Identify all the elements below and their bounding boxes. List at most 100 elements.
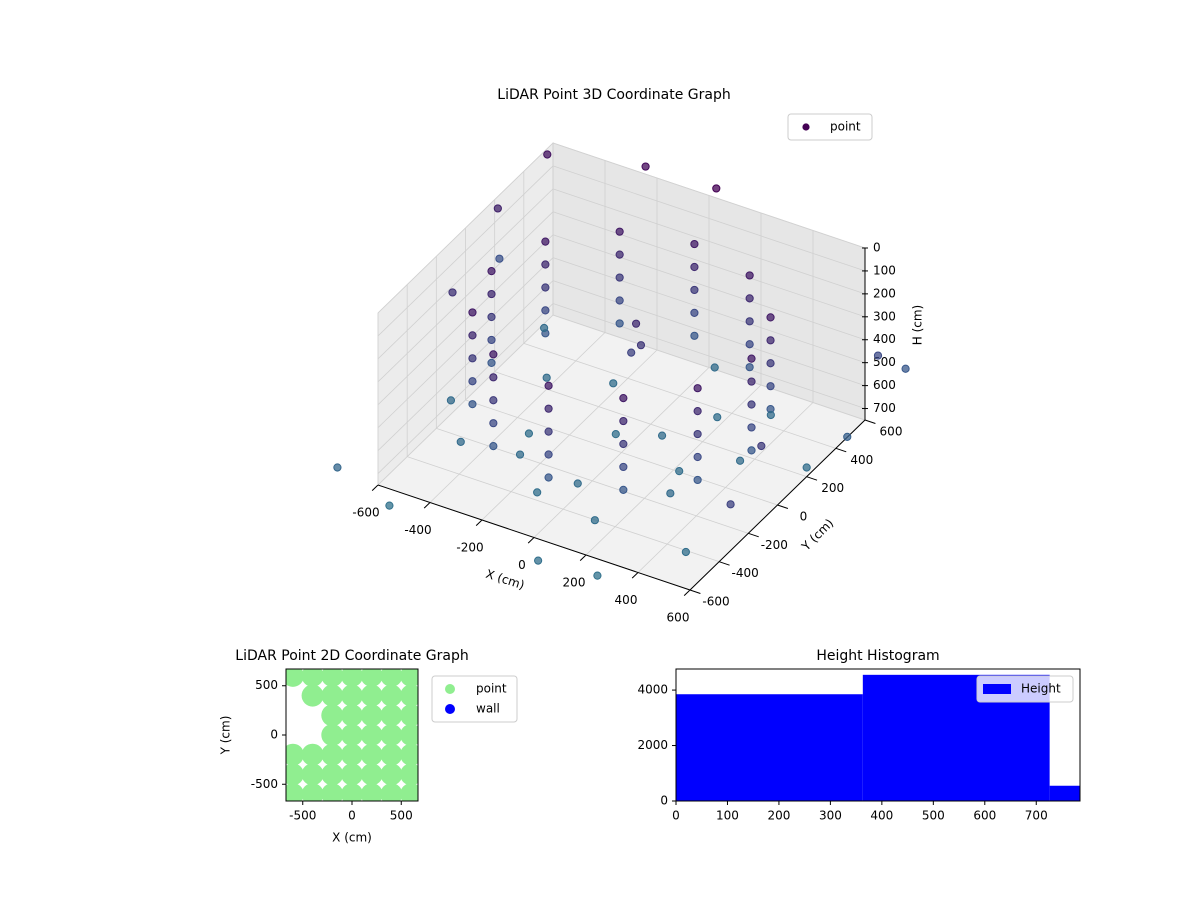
y-axis [689, 419, 866, 591]
tick-mark [371, 484, 379, 492]
point [747, 377, 756, 386]
point [619, 394, 628, 403]
point [380, 763, 403, 786]
point [726, 500, 735, 509]
point [615, 319, 624, 328]
point [745, 294, 754, 303]
point [456, 437, 465, 446]
point [766, 410, 775, 420]
y-tick-label: 2000 [637, 738, 668, 752]
point [380, 684, 403, 707]
point [301, 684, 324, 707]
z-tick-label: 700 [873, 401, 896, 415]
point [533, 488, 542, 497]
point [745, 271, 754, 280]
point [286, 783, 304, 801]
point [400, 684, 418, 707]
z-tick-label: 0 [873, 241, 881, 255]
tick-mark [806, 476, 818, 481]
point [380, 783, 403, 801]
tick-mark [864, 419, 876, 424]
y-axis-label: Y (cm) [219, 716, 233, 756]
point [675, 467, 684, 476]
point [400, 763, 418, 786]
point [321, 684, 344, 707]
legend-label: point [830, 120, 861, 134]
point [693, 452, 702, 462]
point [341, 684, 363, 707]
point [747, 446, 756, 455]
point [341, 669, 363, 687]
point [489, 419, 498, 428]
x-axis-label: X (cm) [332, 831, 372, 845]
point [446, 396, 456, 405]
point [747, 423, 756, 432]
grid-line [552, 211, 866, 318]
point [489, 396, 498, 405]
point [341, 783, 363, 801]
point [400, 704, 418, 727]
point [615, 296, 624, 305]
point [590, 516, 599, 525]
point [766, 382, 775, 391]
grid-line [377, 165, 554, 337]
grid-line [552, 257, 866, 364]
point [301, 763, 324, 786]
point [360, 763, 383, 786]
point [341, 763, 363, 786]
point [615, 250, 624, 259]
grid-line [377, 257, 554, 428]
point [666, 489, 675, 498]
point [495, 254, 504, 263]
point [321, 783, 344, 801]
point [747, 354, 756, 363]
point [544, 450, 553, 459]
grid-line [407, 456, 720, 563]
point [380, 724, 403, 746]
grid-line [465, 399, 778, 506]
grid-line [436, 427, 749, 534]
point [693, 384, 702, 393]
tick-mark [835, 447, 847, 453]
tick-mark [683, 589, 691, 597]
point [641, 162, 650, 171]
point [380, 704, 403, 727]
point [380, 743, 403, 766]
plot-frame [675, 668, 1081, 802]
point [636, 341, 646, 350]
y-tick-label: 500 [255, 678, 278, 692]
x-tick-label: 600 [667, 611, 690, 625]
x-axis [377, 484, 691, 591]
point [487, 289, 496, 299]
point [757, 441, 766, 451]
point [301, 783, 324, 801]
point [400, 743, 418, 766]
point [619, 439, 628, 449]
point [843, 432, 852, 441]
point [524, 429, 534, 438]
y-tick-label: -600 [702, 595, 729, 609]
point [534, 556, 543, 565]
x-tick-label: -500 [289, 809, 316, 823]
point [341, 743, 363, 766]
point [712, 184, 721, 193]
grid-line [552, 165, 866, 272]
y-tick-label: 0 [660, 794, 668, 808]
z-tick-label: 200 [873, 286, 896, 300]
tick-mark [631, 572, 639, 579]
x-tick-label: -200 [456, 541, 483, 555]
point [573, 479, 582, 488]
y-tick-label: 0 [800, 510, 808, 524]
y-tick-label: -200 [761, 538, 788, 552]
point [544, 473, 553, 482]
point [321, 743, 344, 766]
point [766, 359, 775, 368]
point [544, 427, 553, 436]
point [544, 381, 553, 390]
point [766, 313, 775, 322]
point [301, 669, 324, 687]
grid-line [552, 188, 866, 295]
x-tick-label: -400 [404, 523, 431, 537]
grid-line [552, 314, 866, 421]
point [385, 501, 394, 510]
